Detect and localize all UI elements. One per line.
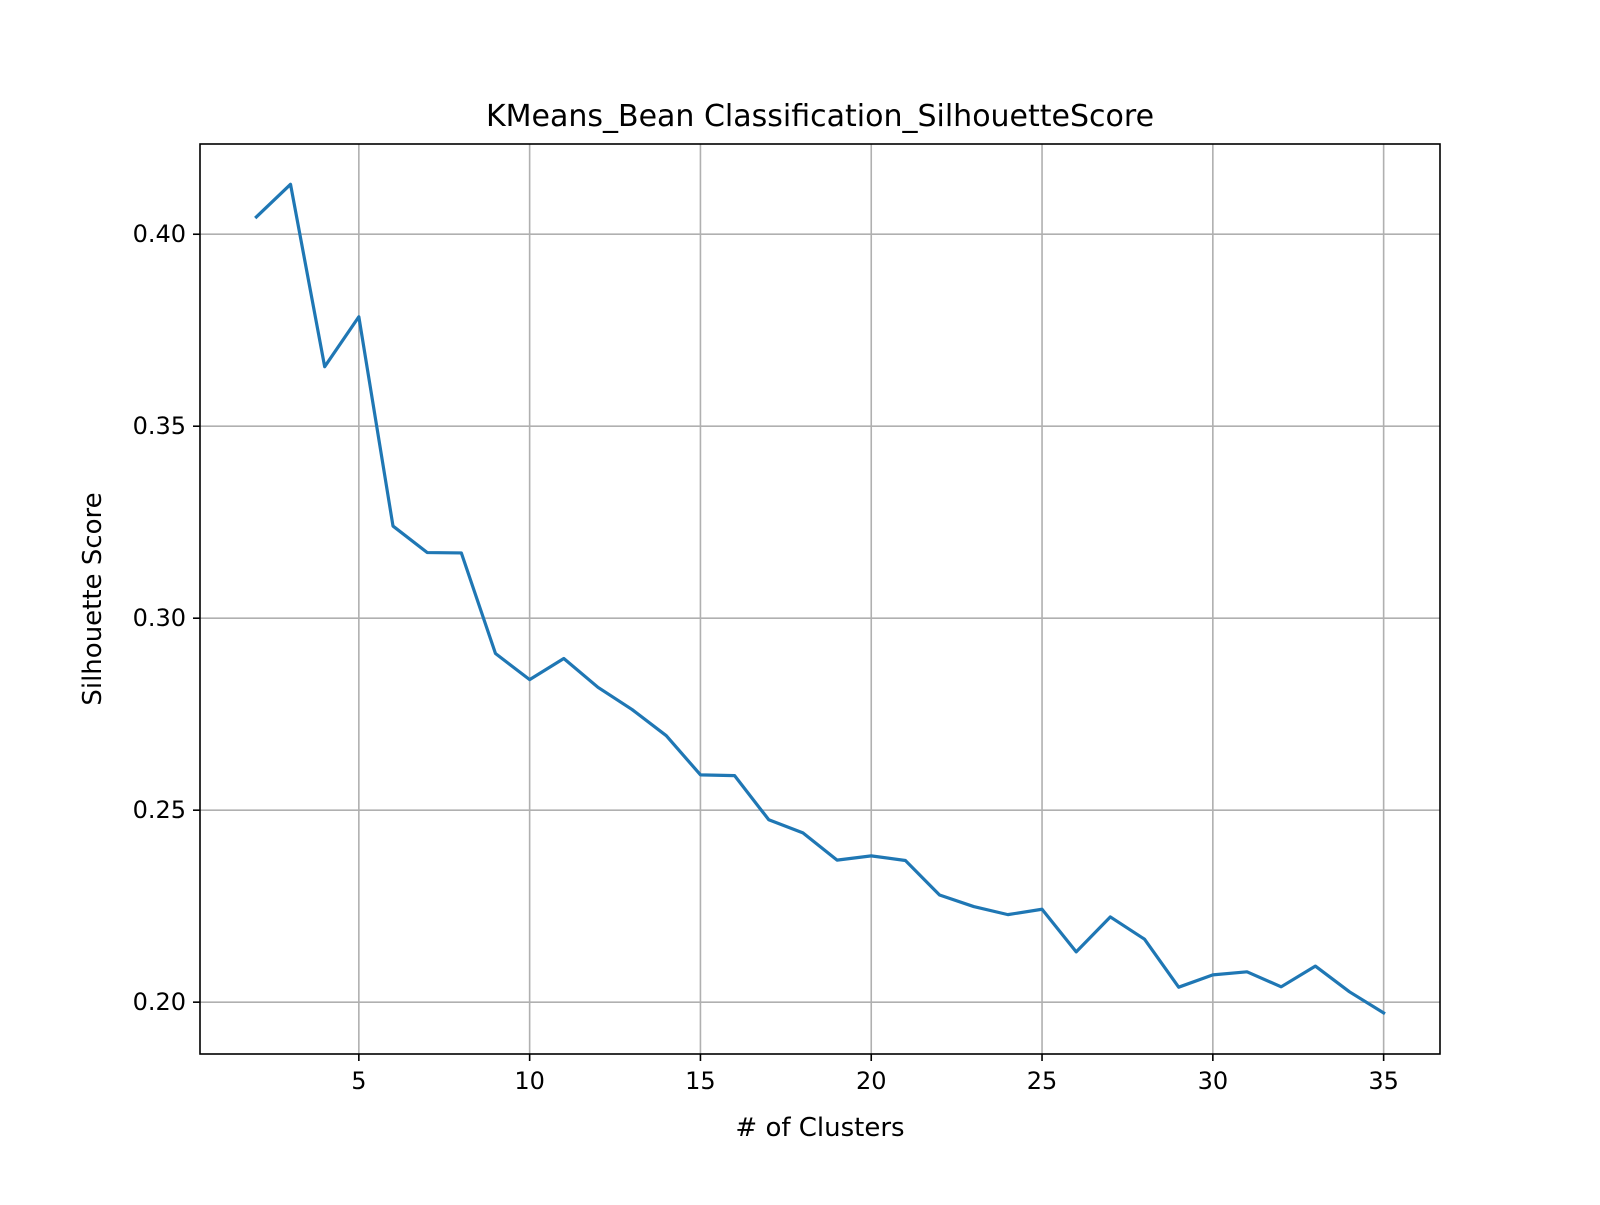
- y-tick-label: 0.40: [133, 220, 186, 248]
- x-tick-label: 20: [856, 1067, 887, 1095]
- x-tick-label: 25: [1027, 1067, 1058, 1095]
- y-tick-label: 0.30: [133, 604, 186, 632]
- data-point: [697, 772, 703, 778]
- data-point: [1244, 969, 1250, 975]
- y-axis-ticks: 0.20 0.25 0.30 0.35 0.40: [133, 220, 200, 1016]
- data-point: [561, 656, 567, 662]
- x-axis-ticks: 5 10 15 20 25 30 35: [351, 1054, 1399, 1095]
- data-point: [527, 677, 533, 683]
- data-point: [1381, 1010, 1387, 1016]
- data-point: [868, 853, 874, 859]
- data-point: [1107, 914, 1113, 920]
- data-point: [1005, 912, 1011, 918]
- data-point: [595, 684, 601, 690]
- y-axis-title: Silhouette Score: [78, 492, 108, 705]
- data-point: [629, 707, 635, 713]
- data-point: [663, 733, 669, 739]
- x-tick-label: 10: [514, 1067, 545, 1095]
- data-point: [1312, 963, 1318, 969]
- data-point: [458, 550, 464, 556]
- series-line: [254, 182, 1386, 1016]
- data-point: [492, 651, 498, 657]
- data-point: [1210, 972, 1216, 978]
- x-tick-label: 35: [1368, 1067, 1399, 1095]
- data-point: [1346, 989, 1352, 995]
- y-tick-label: 0.20: [133, 988, 186, 1016]
- data-point: [1278, 984, 1284, 990]
- data-point: [390, 523, 396, 529]
- series-layer: [253, 181, 1387, 1016]
- data-point: [800, 830, 806, 836]
- data-point: [937, 892, 943, 898]
- chart-title: KMeans_Bean Classification_SilhouetteSco…: [486, 99, 1154, 134]
- plot-frame: [199, 143, 1441, 1055]
- data-point: [288, 181, 294, 187]
- x-tick-label: 15: [685, 1067, 716, 1095]
- grid-layer: [200, 144, 1440, 1054]
- data-point: [322, 364, 328, 370]
- data-point: [1142, 936, 1148, 942]
- y-tick-label: 0.25: [133, 796, 186, 824]
- data-point: [732, 773, 738, 779]
- x-tick-label: 30: [1198, 1067, 1229, 1095]
- data-point: [253, 214, 259, 220]
- data-point: [1073, 949, 1079, 955]
- data-point: [902, 857, 908, 863]
- data-point: [834, 857, 840, 863]
- x-tick-label: 5: [351, 1067, 366, 1095]
- x-axis-title: # of Clusters: [735, 1113, 904, 1143]
- data-point: [356, 314, 362, 320]
- data-point: [766, 817, 772, 823]
- data-point: [1176, 984, 1182, 990]
- data-point: [971, 904, 977, 910]
- data-point: [1039, 906, 1045, 912]
- y-tick-label: 0.35: [133, 412, 186, 440]
- data-point: [424, 550, 430, 556]
